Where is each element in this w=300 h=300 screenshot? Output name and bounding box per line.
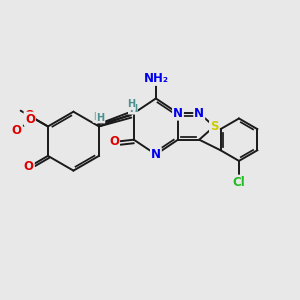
Text: N: N: [173, 107, 183, 120]
Text: N: N: [151, 148, 161, 161]
Text: O: O: [11, 124, 21, 136]
Text: NH₂: NH₂: [143, 72, 168, 85]
Text: O: O: [24, 160, 34, 173]
Text: Cl: Cl: [232, 176, 245, 189]
Text: N: N: [194, 107, 204, 120]
Text: O: O: [25, 109, 34, 122]
Text: H: H: [96, 112, 104, 123]
Text: H: H: [127, 99, 135, 110]
Text: H: H: [93, 112, 101, 122]
Text: H: H: [129, 104, 137, 114]
Text: O: O: [25, 112, 35, 126]
Text: O: O: [109, 135, 119, 148]
Text: S: S: [210, 120, 218, 133]
